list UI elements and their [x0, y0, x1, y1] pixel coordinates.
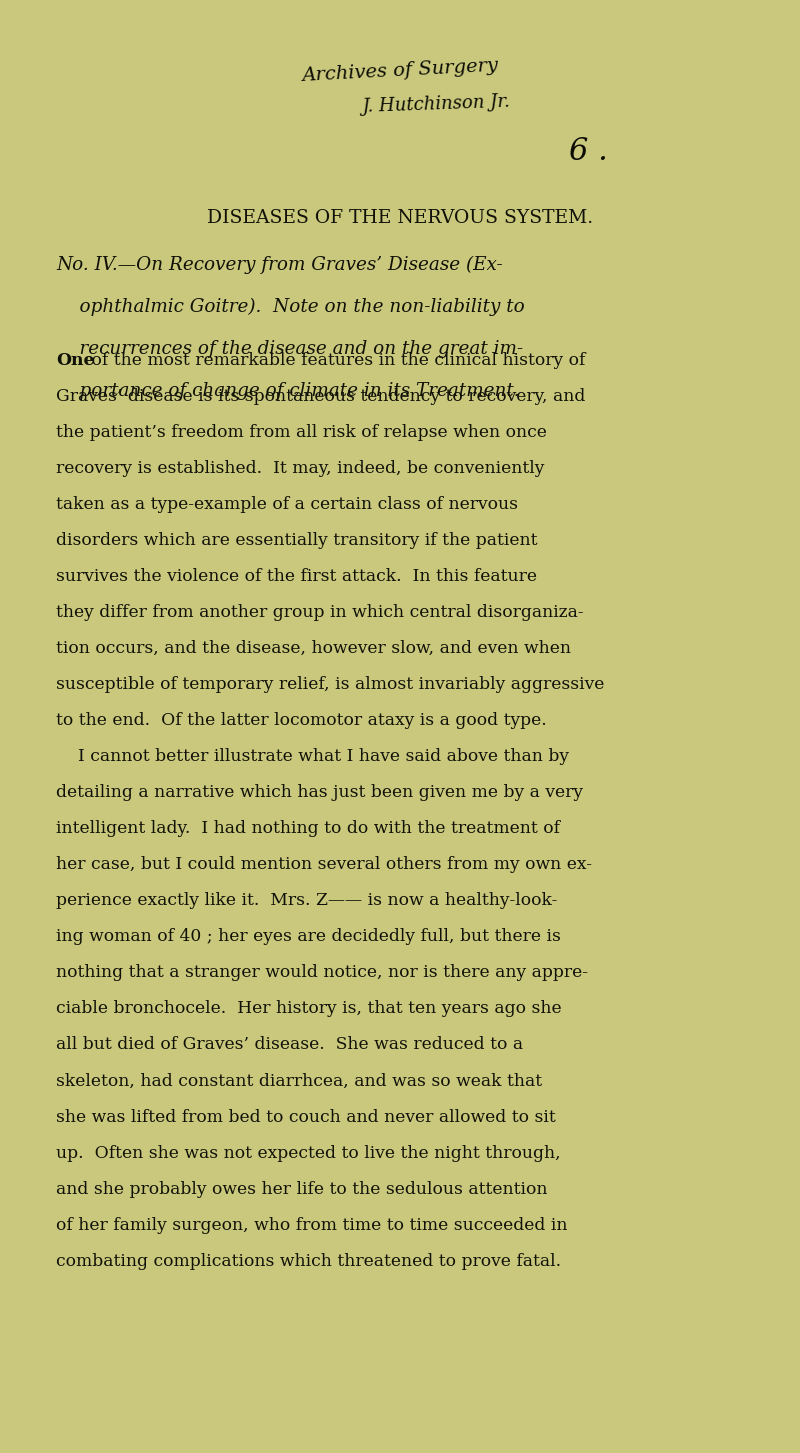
Text: No. IV.—On Recovery from Graves’ Disease (Ex-: No. IV.—On Recovery from Graves’ Disease… [56, 256, 502, 273]
Text: ophthalmic Goitre).  Note on the non-liability to: ophthalmic Goitre). Note on the non-liab… [56, 298, 525, 315]
Text: ing woman of 40 ; her eyes are decidedly full, but there is: ing woman of 40 ; her eyes are decidedly… [56, 928, 561, 946]
Text: skeleton, had constant diarrhcea, and was so weak that: skeleton, had constant diarrhcea, and wa… [56, 1072, 542, 1090]
Text: Graves’ disease is its spontaneous tendency to recovery, and: Graves’ disease is its spontaneous tende… [56, 388, 586, 405]
Text: 6 .: 6 . [569, 135, 607, 167]
Text: the patient’s freedom from all risk of relapse when once: the patient’s freedom from all risk of r… [56, 424, 547, 440]
Text: up.  Often she was not expected to live the night through,: up. Often she was not expected to live t… [56, 1145, 561, 1161]
Text: and she probably owes her life to the sedulous attention: and she probably owes her life to the se… [56, 1181, 547, 1197]
Text: to the end.  Of the latter locomotor ataxy is a good type.: to the end. Of the latter locomotor atax… [56, 712, 546, 729]
Text: of her family surgeon, who from time to time succeeded in: of her family surgeon, who from time to … [56, 1216, 567, 1234]
Text: she was lifted from bed to couch and never allowed to sit: she was lifted from bed to couch and nev… [56, 1109, 556, 1126]
Text: recurrences of the disease and on the great im-: recurrences of the disease and on the gr… [56, 340, 523, 357]
Text: disorders which are essentially transitory if the patient: disorders which are essentially transito… [56, 532, 538, 549]
Text: ciable bronchocele.  Her history is, that ten years ago she: ciable bronchocele. Her history is, that… [56, 1001, 562, 1017]
Text: One: One [56, 352, 94, 369]
Text: recovery is established.  It may, indeed, be conveniently: recovery is established. It may, indeed,… [56, 461, 544, 477]
Text: survives the violence of the first attack.  In this feature: survives the violence of the first attac… [56, 568, 537, 586]
Text: intelligent lady.  I had nothing to do with the treatment of: intelligent lady. I had nothing to do wi… [56, 821, 560, 837]
Text: detailing a narrative which has just been given me by a very: detailing a narrative which has just bee… [56, 785, 583, 801]
Text: of the most remarkable features in the clinical history of: of the most remarkable features in the c… [86, 352, 585, 369]
Text: portance of change of climate in its Treatment.: portance of change of climate in its Tre… [56, 382, 520, 400]
Text: tion occurs, and the disease, however slow, and even when: tion occurs, and the disease, however sl… [56, 641, 571, 657]
Text: perience exactly like it.  Mrs. Z—— is now a healthy-look-: perience exactly like it. Mrs. Z—— is no… [56, 892, 558, 910]
Text: nothing that a stranger would notice, nor is there any appre-: nothing that a stranger would notice, no… [56, 965, 588, 981]
Text: Archives of Surgery: Archives of Surgery [302, 57, 498, 86]
Text: combating complications which threatened to prove fatal.: combating complications which threatened… [56, 1252, 561, 1270]
Text: susceptible of temporary relief, is almost invariably aggressive: susceptible of temporary relief, is almo… [56, 676, 604, 693]
Text: they differ from another group in which central disorganiza-: they differ from another group in which … [56, 604, 584, 620]
Text: taken as a type-example of a certain class of nervous: taken as a type-example of a certain cla… [56, 495, 518, 513]
Text: her case, but I could mention several others from my own ex-: her case, but I could mention several ot… [56, 856, 592, 873]
Text: J. Hutchinson Jr.: J. Hutchinson Jr. [362, 93, 510, 116]
Text: I cannot better illustrate what I have said above than by: I cannot better illustrate what I have s… [56, 748, 569, 766]
Text: all but died of Graves’ disease.  She was reduced to a: all but died of Graves’ disease. She was… [56, 1036, 523, 1053]
Text: DISEASES OF THE NERVOUS SYSTEM.: DISEASES OF THE NERVOUS SYSTEM. [207, 209, 593, 227]
